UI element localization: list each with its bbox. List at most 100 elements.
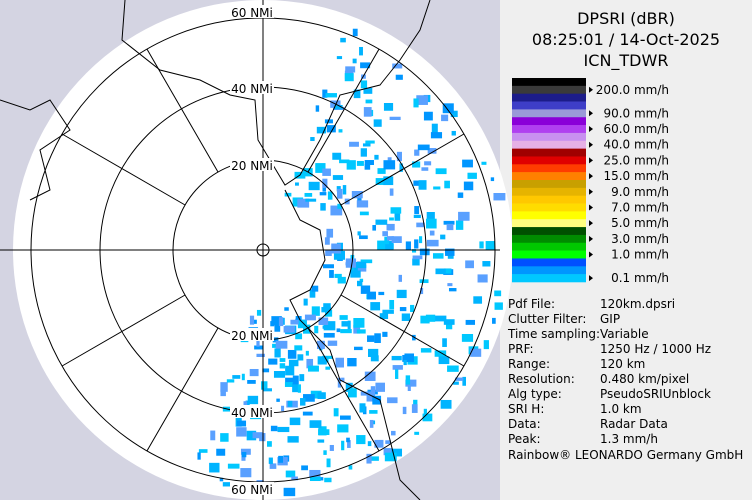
echo — [392, 63, 403, 69]
spoke — [61, 133, 186, 206]
echo — [359, 403, 366, 413]
echo — [262, 368, 270, 373]
echo — [241, 454, 246, 461]
echo — [303, 394, 315, 402]
echo — [285, 377, 297, 384]
echo — [375, 178, 385, 185]
echo — [473, 296, 483, 304]
echo — [490, 177, 495, 182]
echo — [340, 329, 352, 334]
legend-label: 3.0 mm/h — [611, 232, 669, 246]
info-key: PRF: — [508, 342, 534, 356]
echo — [413, 180, 420, 186]
legend-swatch — [512, 274, 586, 283]
echo — [382, 231, 388, 237]
legend-pointer — [589, 275, 593, 282]
legend-pointer — [589, 204, 593, 211]
legend-pointer — [589, 220, 593, 227]
legend-label: 60.0 mm/h — [603, 122, 669, 136]
echo — [332, 152, 342, 160]
echo — [287, 400, 293, 407]
echo — [445, 248, 455, 256]
echo — [386, 223, 395, 231]
echo — [463, 181, 474, 191]
echo — [333, 250, 345, 260]
legend-label: 90.0 mm/h — [603, 106, 669, 120]
echo — [325, 366, 331, 370]
echo — [375, 382, 385, 392]
echo — [346, 160, 356, 170]
echo — [461, 333, 474, 342]
range-label-bg — [230, 405, 274, 418]
echo — [247, 395, 259, 405]
legend-pointer — [589, 110, 593, 117]
echo — [374, 333, 381, 344]
echo — [324, 477, 332, 483]
echo — [359, 46, 363, 56]
legend-label: 40.0 mm/h — [603, 138, 669, 152]
echo — [435, 268, 446, 275]
echo — [209, 462, 220, 473]
legend-label: 5.0 mm/h — [611, 216, 669, 230]
echo — [421, 167, 429, 171]
legend-swatch — [512, 156, 586, 165]
echo — [306, 358, 314, 369]
echo — [279, 363, 286, 369]
echo — [448, 288, 457, 292]
echo — [336, 56, 343, 60]
echo — [353, 89, 361, 99]
echo — [302, 411, 313, 416]
echo — [405, 241, 411, 250]
echo — [268, 457, 273, 464]
echo — [360, 285, 371, 294]
echo — [423, 408, 427, 419]
spoke — [307, 48, 380, 173]
echo — [446, 223, 454, 231]
legend-swatch — [512, 132, 586, 142]
echo — [450, 110, 458, 118]
echo — [269, 463, 277, 469]
echo — [434, 315, 447, 322]
echo — [323, 264, 334, 269]
echo — [273, 371, 286, 378]
echo — [398, 274, 403, 282]
echo — [246, 430, 257, 441]
echo — [271, 316, 282, 326]
echo — [356, 280, 363, 287]
echo — [365, 99, 373, 104]
echo — [304, 314, 316, 321]
echo — [391, 236, 402, 243]
echo — [348, 465, 353, 470]
echo — [403, 359, 407, 366]
range-label-bg — [230, 81, 274, 94]
echo — [339, 315, 348, 320]
legend-swatch — [512, 180, 586, 189]
echo — [350, 266, 354, 271]
echo — [492, 317, 496, 324]
echo — [291, 476, 298, 481]
echo — [311, 306, 320, 316]
echo — [222, 482, 234, 487]
echo — [240, 448, 251, 455]
echo — [360, 148, 367, 157]
echo — [216, 448, 226, 456]
echo — [294, 345, 303, 351]
echo — [387, 397, 398, 404]
echo — [360, 62, 371, 69]
info-key: SRI H: — [508, 402, 544, 416]
echo — [430, 132, 443, 139]
echo — [402, 354, 406, 362]
echo — [426, 211, 435, 220]
echo — [485, 241, 495, 251]
echo — [367, 441, 372, 447]
echo — [354, 346, 363, 351]
echo — [290, 319, 299, 325]
echo — [274, 348, 281, 358]
coastline — [284, 189, 421, 501]
echo — [451, 130, 456, 136]
echo — [356, 329, 366, 334]
echo — [392, 365, 403, 370]
echo — [434, 350, 447, 357]
echo — [404, 353, 414, 363]
echo — [317, 439, 325, 443]
